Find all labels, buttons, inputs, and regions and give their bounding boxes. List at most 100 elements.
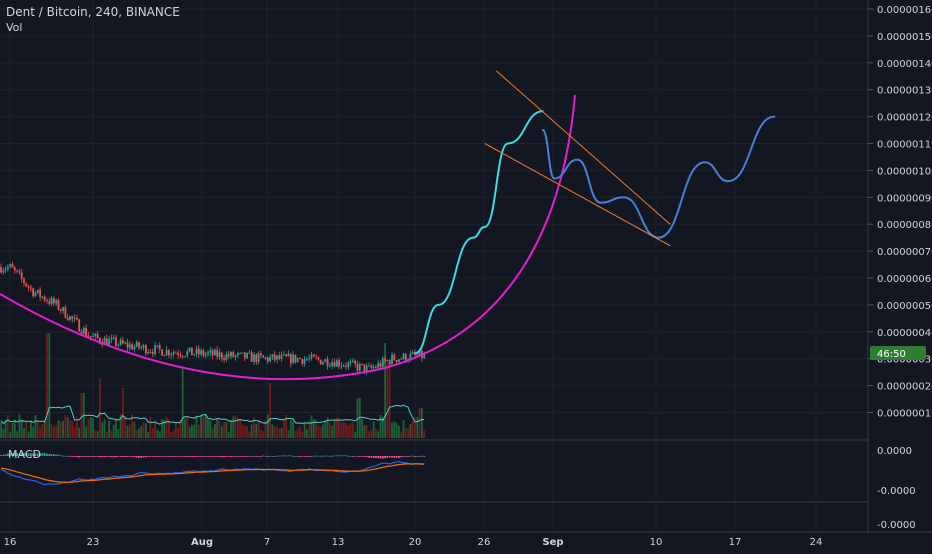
candle-body: [105, 337, 108, 346]
macd-tick-label: -0.0000: [877, 486, 916, 497]
macd-histogram-bar: [78, 456, 81, 458]
volume-bar: [197, 424, 200, 438]
volume-bar: [411, 420, 414, 438]
macd-histogram-bar: [172, 456, 175, 457]
candle-body: [241, 352, 244, 354]
macd-histogram-bar: [34, 453, 37, 456]
macd-axis[interactable]: 0.0000 -0.0000 -0.0000: [877, 446, 916, 531]
volume-bar: [59, 422, 62, 438]
candle-body: [209, 350, 212, 353]
macd-histogram-bar: [338, 455, 340, 457]
volume-bar: [188, 427, 191, 438]
macd-histogram-bar: [149, 456, 152, 457]
candle-body: [220, 352, 223, 359]
volume-bar: [349, 423, 352, 438]
candle-body: [404, 353, 407, 362]
macd-histogram-bar: [342, 455, 345, 457]
candle-body: [349, 361, 352, 363]
macd-histogram-bar: [177, 456, 179, 457]
macd-histogram-bar: [326, 455, 329, 457]
volume-bar: [276, 426, 278, 438]
volume-bar: [2, 428, 5, 438]
volume-bar: [418, 408, 421, 438]
candle-body: [92, 336, 94, 338]
volume-bar: [237, 418, 239, 438]
candle-body: [317, 357, 320, 360]
macd-histogram-bar: [112, 456, 115, 458]
volume-layer: [0, 333, 426, 438]
candle-body: [370, 365, 373, 368]
volume-bar: [23, 428, 25, 438]
candle-body: [46, 300, 48, 302]
candle-body: [20, 272, 23, 279]
volume-bar: [124, 415, 127, 438]
macd-histogram-bar: [404, 456, 407, 457]
candle-body: [260, 353, 262, 356]
price-axis[interactable]: 0.00000160 0.00000150 0.00000140 0.00000130…: [868, 5, 932, 420]
price-tick-label: 0.00000010: [877, 409, 932, 420]
candle-body: [326, 359, 329, 367]
macd-histogram-bar: [99, 456, 101, 458]
macd-histogram-bar: [202, 456, 205, 457]
candle-body: [377, 362, 380, 368]
candle-body: [53, 298, 55, 304]
volume-bar: [333, 420, 336, 438]
macd-histogram-bar: [356, 456, 359, 457]
candle-body: [140, 347, 143, 349]
volume-bar: [0, 422, 2, 438]
candle-body: [223, 358, 225, 360]
macd-histogram-bar: [16, 453, 18, 456]
candle-body: [388, 360, 391, 364]
volume-bar: [248, 431, 251, 438]
macd-histogram-bar: [41, 452, 44, 456]
volume-bar: [103, 419, 106, 438]
macd-histogram-bar: [27, 453, 30, 456]
macd-histogram-bar: [234, 456, 237, 457]
volume-bar: [105, 431, 108, 438]
volume-bar: [138, 428, 140, 438]
candle-body: [112, 337, 115, 339]
candle-body: [319, 359, 322, 365]
macd-label[interactable]: MACD: [8, 448, 41, 461]
volume-bar: [128, 424, 131, 438]
volume-bar: [310, 415, 313, 438]
candle-body: [18, 271, 21, 273]
volume-bar: [193, 424, 196, 438]
volume-bar: [416, 416, 419, 438]
candle-body: [352, 360, 354, 362]
candle-body: [239, 352, 242, 354]
candle-body: [4, 269, 7, 271]
price-tick-label: 0.00000120: [877, 113, 932, 124]
macd-histogram-bar: [59, 455, 62, 457]
macd-histogram-bar: [312, 455, 315, 457]
volume-bar: [57, 420, 60, 438]
macd-histogram-bar: [287, 455, 290, 457]
candle-body: [108, 339, 110, 346]
candle-body: [368, 365, 370, 367]
macd-histogram-bar: [421, 455, 423, 457]
candle-body: [204, 354, 207, 356]
macd-histogram-bar: [211, 456, 214, 457]
candle-body: [179, 354, 182, 356]
volume-bar: [41, 424, 44, 438]
candle-body: [156, 345, 159, 347]
candle-body: [308, 358, 311, 360]
volume-bar: [319, 427, 322, 438]
candle-body: [87, 335, 90, 337]
macd-histogram-bar: [94, 456, 97, 457]
time-axis[interactable]: 16 23 Aug 7 13 20 26 Sep 10 17 24: [4, 537, 823, 548]
volume-bar: [94, 430, 97, 438]
volume-bar: [289, 419, 292, 438]
candle-body: [154, 345, 156, 355]
candle-body: [384, 358, 386, 361]
candle-body: [312, 354, 315, 357]
symbol-title[interactable]: Dent / Bitcoin, 240, BINANCE: [6, 5, 180, 19]
candle-body: [168, 349, 170, 356]
volume-label[interactable]: Vol: [6, 21, 22, 34]
candle-body: [131, 344, 133, 350]
volume-bar: [202, 415, 205, 438]
macd-histogram-bar: [271, 455, 274, 457]
volume-bar: [246, 426, 248, 438]
candle-body: [379, 362, 382, 367]
candle-body: [71, 316, 74, 319]
